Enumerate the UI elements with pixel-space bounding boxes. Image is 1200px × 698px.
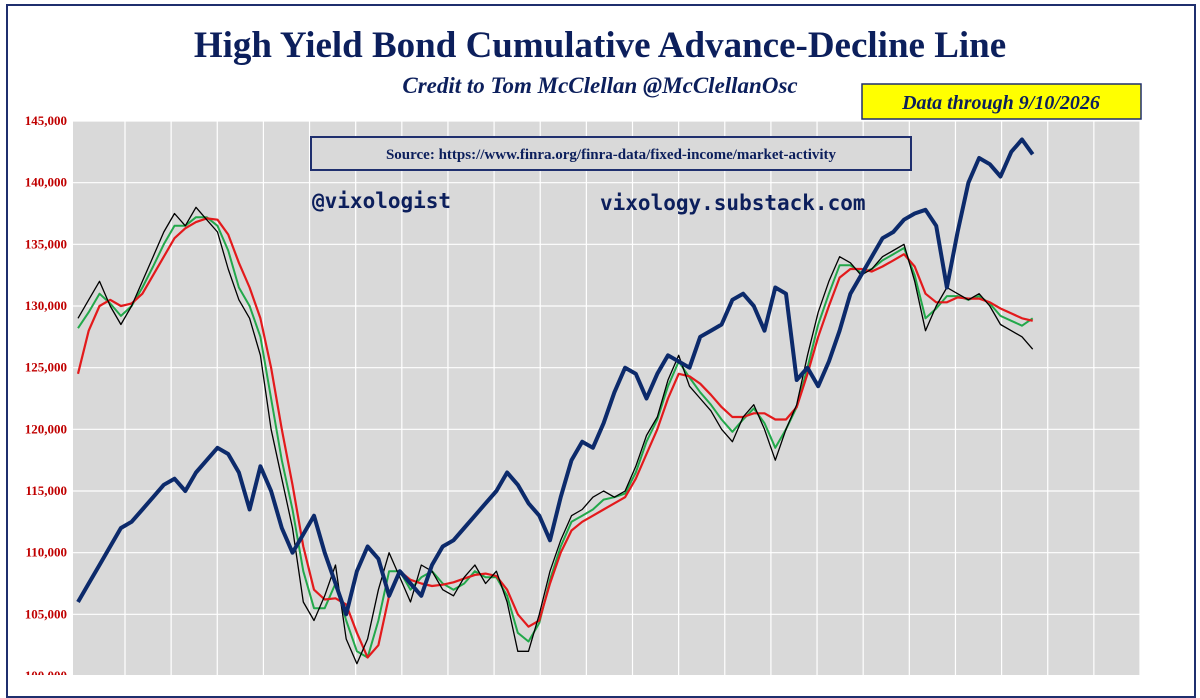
chart-title: High Yield Bond Cumulative Advance-Decli… bbox=[194, 25, 1006, 66]
y-tick-label: 105,000 bbox=[25, 606, 67, 621]
y-tick-label: 135,000 bbox=[25, 236, 67, 251]
series-lines bbox=[76, 137, 1035, 665]
series-line-1 bbox=[77, 206, 1034, 665]
advance-decline-chart: 145,000 140,000 135,000 130,000 125,000 120,0… bbox=[25, 25, 1142, 675]
y-tick-label: 110,000 bbox=[25, 545, 67, 560]
y-tick-label: 145,000 bbox=[25, 113, 67, 128]
y-tick-label: 115,000 bbox=[25, 483, 67, 498]
data-through-box bbox=[861, 83, 1142, 120]
y-tick-label: 130,000 bbox=[25, 298, 67, 313]
gridlines bbox=[73, 120, 1141, 675]
handle-label: @vixologist bbox=[312, 189, 451, 213]
series-line-3 bbox=[76, 217, 1033, 659]
y-tick-label: 100,000 bbox=[25, 668, 67, 675]
y-axis-ticks: 145,000 140,000 135,000 130,000 125,000 120,0… bbox=[25, 113, 67, 675]
data-through-label: Data through 9/10/2026 bbox=[901, 92, 1100, 114]
website-label: vixology.substack.com bbox=[600, 191, 866, 215]
chart-subtitle: Credit to Tom McClellan @McClellanOsc bbox=[402, 73, 797, 98]
y-tick-label: 125,000 bbox=[25, 360, 67, 375]
series-line-0 bbox=[76, 137, 1035, 617]
y-tick-label: 140,000 bbox=[25, 175, 67, 190]
source-box bbox=[310, 136, 912, 171]
y-tick-label: 120,000 bbox=[25, 421, 67, 436]
source-label: Source: https://www.finra.org/finra-data… bbox=[386, 147, 837, 163]
